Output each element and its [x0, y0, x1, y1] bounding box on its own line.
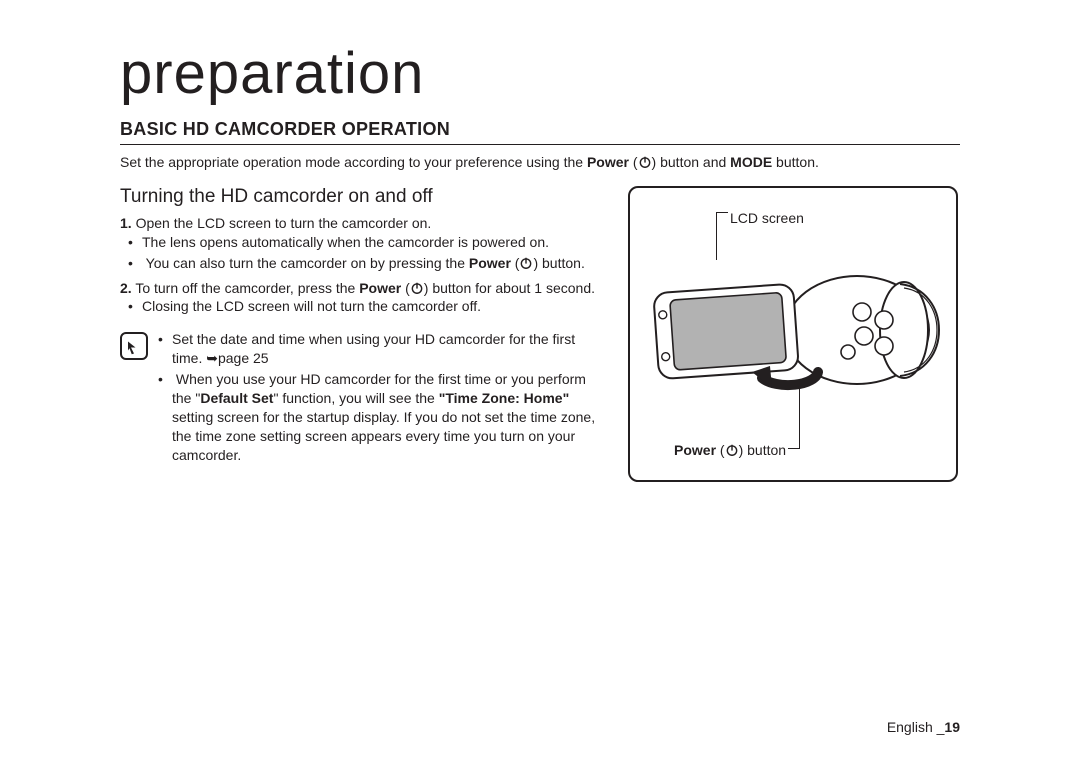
- step-1: 1. Open the LCD screen to turn the camco…: [120, 214, 600, 273]
- intro-mid: button and: [656, 154, 730, 170]
- note-icon: [120, 332, 148, 360]
- footer-lang: English: [887, 719, 937, 735]
- power-icon: [725, 443, 739, 457]
- power-bullet-post: button.: [538, 255, 585, 271]
- note-block: Set the date and time when using your HD…: [120, 330, 600, 466]
- page-title: preparation: [120, 40, 960, 107]
- power-label-pre: Power: [674, 442, 716, 458]
- power-button-label: Power () button: [674, 442, 786, 458]
- note-2: When you use your HD camcorder for the f…: [172, 370, 600, 464]
- page-footer: English _19: [887, 719, 960, 735]
- note2-default-set: Default Set: [200, 390, 273, 406]
- note-1: Set the date and time when using your HD…: [172, 330, 600, 368]
- step-2-post: button for about 1 second.: [428, 280, 595, 296]
- power-bullet-label: Power: [469, 255, 511, 271]
- intro-pre: Set the appropriate operation mode accor…: [120, 154, 587, 170]
- power-bullet-pre: You can also turn the camcorder on by pr…: [146, 255, 469, 271]
- note2-t2: " function, you will see the: [273, 390, 438, 406]
- intro-post: button.: [772, 154, 819, 170]
- step-number: 1.: [120, 215, 132, 231]
- figure-panel: LCD screen Powe: [628, 186, 958, 482]
- section-heading: BASIC HD CAMCORDER OPERATION: [120, 119, 960, 145]
- step-1-text: Open the LCD screen to turn the camcorde…: [136, 215, 432, 231]
- intro-power-label: Power: [587, 154, 629, 170]
- step-2-bullet-1: Closing the LCD screen will not turn the…: [142, 297, 600, 316]
- step-number: 2.: [120, 280, 132, 296]
- power-label-post: button: [743, 442, 786, 458]
- intro-text: Set the appropriate operation mode accor…: [120, 153, 960, 172]
- power-icon: [410, 281, 424, 295]
- lcd-screen-label: LCD screen: [730, 210, 804, 226]
- power-icon: [638, 155, 652, 169]
- power-icon: [519, 256, 533, 270]
- step-1-bullet-2: You can also turn the camcorder on by pr…: [142, 254, 600, 273]
- step-2-power-label: Power: [359, 280, 401, 296]
- note2-t3: setting screen for the startup display. …: [172, 409, 595, 463]
- intro-mode-label: MODE: [730, 154, 772, 170]
- step-1-bullet-1: The lens opens automatically when the ca…: [142, 233, 600, 252]
- camcorder-illustration: [652, 260, 942, 400]
- step-2-pre: To turn off the camcorder, press the: [135, 280, 359, 296]
- note2-timezone: "Time Zone: Home": [439, 390, 569, 406]
- sub-heading: Turning the HD camcorder on and off: [120, 186, 600, 208]
- footer-page-number: 19: [944, 719, 960, 735]
- instructions-column: Turning the HD camcorder on and off 1. O…: [120, 186, 600, 467]
- step-2: 2. To turn off the camcorder, press the …: [120, 279, 600, 317]
